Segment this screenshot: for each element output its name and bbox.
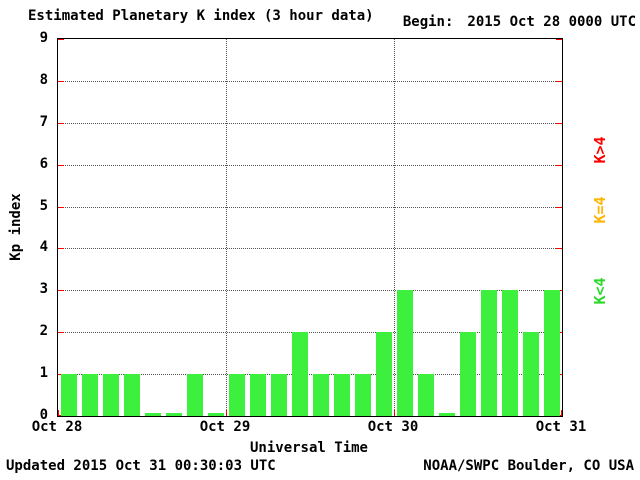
x-tick-label: Oct 29 xyxy=(199,419,251,435)
begin-label: Begin: xyxy=(402,14,454,30)
kp-bar xyxy=(81,374,98,416)
y-tick xyxy=(58,332,64,334)
y-tick xyxy=(58,164,64,166)
y-axis-labels: 0 1 2 3 4 5 6 7 8 9 xyxy=(20,30,52,423)
y-tick-label: 2 xyxy=(39,323,48,340)
kp-bar xyxy=(354,374,371,416)
gridline-horizontal xyxy=(58,80,562,82)
x-axis-labels: Oct 28 Oct 29 Oct 30 Oct 31 xyxy=(32,419,587,436)
gridline-horizontal xyxy=(58,206,562,208)
kp-bar xyxy=(417,374,434,416)
kp-bar xyxy=(543,290,560,416)
gridline-horizontal xyxy=(58,374,562,376)
kp-bar xyxy=(102,374,119,416)
y-tick xyxy=(58,206,64,208)
y-tick-label: 9 xyxy=(39,30,48,46)
y-tick xyxy=(556,206,562,208)
legend-k-equal-4: K=4 xyxy=(591,196,609,224)
x-axis-title: Universal Time xyxy=(249,440,368,456)
kp-bar xyxy=(480,290,497,416)
gridline-vertical xyxy=(226,39,227,416)
y-tick-label: 5 xyxy=(39,197,48,214)
kp-bar xyxy=(207,413,224,416)
kp-bar xyxy=(270,374,287,416)
x-tick xyxy=(394,410,395,416)
kp-bar xyxy=(438,413,455,416)
gridline-vertical xyxy=(394,39,395,416)
kp-bar xyxy=(165,413,182,416)
kp-bar xyxy=(249,374,266,416)
y-axis-title: Kp index xyxy=(8,193,24,261)
x-tick xyxy=(58,410,59,416)
y-tick-label: 7 xyxy=(39,113,48,130)
source-credit: NOAA/SWPC Boulder, CO USA xyxy=(423,458,634,474)
gridline-horizontal xyxy=(58,122,562,124)
y-tick xyxy=(556,80,562,82)
updated-timestamp: Updated 2015 Oct 31 00:30:03 UTC xyxy=(6,458,276,474)
y-tick-label: 3 xyxy=(39,281,48,298)
y-tick xyxy=(58,39,64,40)
x-tick xyxy=(561,410,562,416)
kp-bar xyxy=(228,374,245,416)
kp-bar xyxy=(375,332,392,416)
y-tick xyxy=(58,80,64,82)
y-tick xyxy=(58,248,64,250)
y-tick-label: 6 xyxy=(39,155,48,172)
y-tick-label: 0 xyxy=(39,407,48,423)
kp-bar xyxy=(396,290,413,416)
kp-bar xyxy=(60,374,77,416)
begin-row: Begin: 2015 Oct 28 0000 UTC xyxy=(403,14,636,30)
y-tick xyxy=(556,122,562,124)
y-tick xyxy=(556,164,562,166)
y-tick xyxy=(58,290,64,292)
gridline-horizontal xyxy=(58,290,562,292)
y-tick-label: 8 xyxy=(39,71,48,88)
gridline-horizontal xyxy=(58,164,562,166)
kp-bar xyxy=(291,332,308,416)
begin-value: 2015 Oct 28 0000 UTC xyxy=(467,14,636,30)
gridline-horizontal xyxy=(58,332,562,334)
y-tick-label: 4 xyxy=(39,239,48,256)
kp-bar xyxy=(123,374,140,416)
chart-title: Estimated Planetary K index (3 hour data… xyxy=(28,8,374,24)
y-tick-label: 1 xyxy=(39,365,48,382)
y-tick xyxy=(556,39,562,40)
x-tick-label: Oct 30 xyxy=(367,419,419,435)
kp-bar xyxy=(501,290,518,416)
kp-bar xyxy=(312,374,329,416)
kp-bar xyxy=(144,413,161,416)
kp-bar xyxy=(522,332,539,416)
y-tick xyxy=(556,248,562,250)
kp-bar xyxy=(186,374,203,416)
y-tick xyxy=(58,122,64,124)
legend-k-greater-4: K>4 xyxy=(591,136,609,164)
x-tick-label: Oct 31 xyxy=(535,419,587,435)
gridline-horizontal xyxy=(58,248,562,250)
x-tick-label: Oct 28 xyxy=(31,419,83,435)
kp-bar xyxy=(459,332,476,416)
legend-k-less-4: K<4 xyxy=(591,277,609,305)
plot-area xyxy=(57,38,563,417)
x-tick xyxy=(226,410,227,416)
kp-bar xyxy=(333,374,350,416)
